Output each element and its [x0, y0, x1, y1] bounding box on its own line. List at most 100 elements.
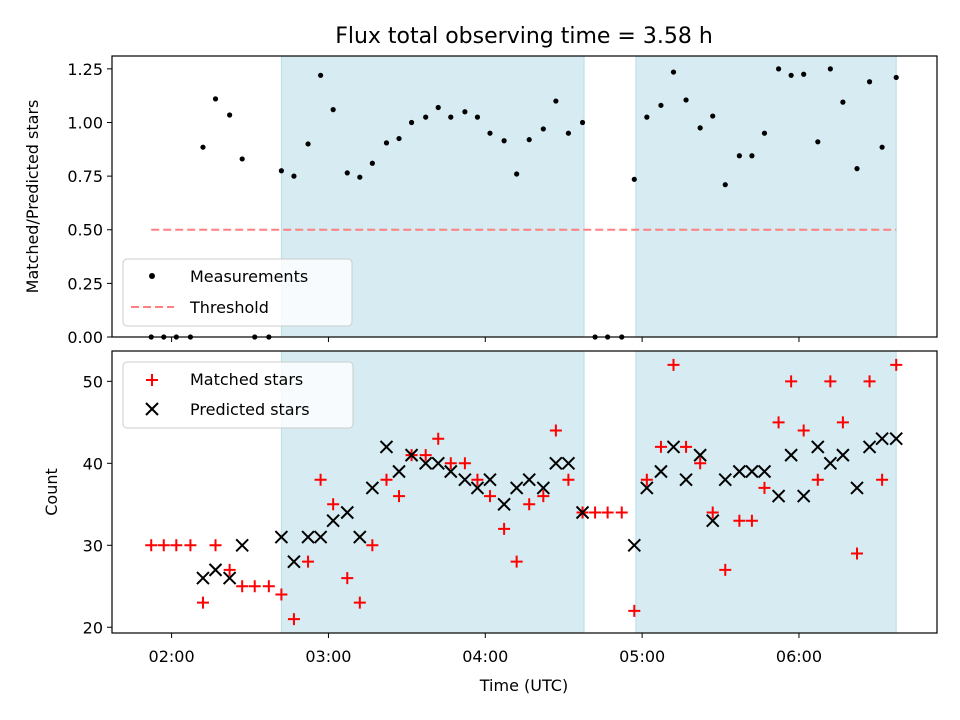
x-tick-label: 03:00 [305, 647, 351, 666]
predicted-star-point [640, 481, 654, 495]
matched-star-point [628, 604, 641, 617]
matched-star-point [863, 375, 876, 388]
matched-star-point [483, 490, 496, 503]
matched-star-point [615, 506, 628, 519]
predicted-star-point [836, 448, 850, 462]
predicted-star-point [745, 464, 759, 479]
measurement-point [514, 171, 520, 177]
measurement-point [893, 74, 899, 81]
matched-star-point [772, 416, 785, 429]
matched-star-point [601, 506, 614, 519]
predicted-star-point [353, 530, 367, 544]
measurement-point [670, 69, 677, 75]
predicted-star-point [706, 513, 720, 528]
matched-star-point [262, 580, 275, 593]
matched-star-point [733, 514, 746, 527]
y-tick-label: 1.25 [67, 60, 103, 79]
predicted-star-point [418, 456, 433, 471]
matched-star-point [380, 473, 393, 486]
top-panel: 0.00 0.25 0.50 0.75 1.00 1.25 Matched/Predict… [23, 55, 938, 347]
legend-measurements-marker [149, 273, 155, 279]
chart-title: Flux total observing time = 3.58 h [335, 24, 713, 49]
measurement-point [435, 104, 441, 111]
matched-star-point [353, 596, 366, 609]
measurement-point [408, 119, 415, 126]
measurement-point [710, 113, 716, 119]
legend-threshold-label: Threshold [189, 298, 269, 317]
measurement-point [553, 98, 559, 104]
matched-star-point [287, 613, 300, 626]
measurement-point [330, 107, 336, 113]
legend-matched-marker [146, 374, 158, 386]
y-tick-label: 30 [83, 536, 103, 555]
matched-star-point [510, 555, 523, 568]
matched-star-point [236, 580, 249, 593]
measurement-point [526, 137, 532, 143]
matched-star-point [471, 473, 484, 486]
y-tick-label: 20 [83, 618, 103, 637]
matched-star-point [562, 473, 575, 486]
predicted-star-point [404, 448, 419, 462]
matched-star-point [327, 498, 340, 511]
top-panel-frame [111, 55, 938, 338]
predicted-star-point [497, 497, 511, 512]
predicted-star-point [561, 456, 576, 471]
measurement-point [383, 140, 390, 146]
matched-star-point [157, 539, 170, 552]
measurement-point [631, 176, 637, 182]
measurement-point [239, 156, 245, 162]
predicted-star-point [509, 481, 524, 495]
measurement-point [579, 119, 586, 126]
observing-interval-shade [280, 350, 585, 634]
matched-star-point [589, 506, 602, 519]
predicted-star-point [379, 440, 394, 454]
measurement-point [474, 114, 481, 120]
measurement-point [344, 170, 350, 176]
predicted-star-point [796, 489, 811, 503]
measurement-point [801, 71, 807, 77]
measurement-point [540, 126, 546, 132]
measurement-point [278, 168, 284, 174]
x-tick-label: 05:00 [619, 647, 665, 666]
matched-star-point [719, 563, 732, 576]
observing-interval-shade [635, 350, 897, 634]
matched-star-point [314, 473, 327, 486]
measurement-point [761, 130, 768, 136]
matched-star-point [667, 358, 680, 371]
predicted-star-point [326, 513, 340, 528]
predicted-star-point [823, 456, 838, 471]
matched-star-point [145, 539, 158, 552]
measurement-point [775, 66, 782, 72]
matched-star-point [797, 424, 810, 437]
predicted-star-point [392, 464, 406, 479]
matched-star-point [184, 539, 197, 552]
matched-star-point [170, 539, 183, 552]
measurement-point [788, 72, 794, 78]
legend-matched-label: Matched stars [190, 370, 303, 389]
predicted-star-point [470, 481, 485, 495]
measurement-point [212, 96, 219, 102]
measurement-point [200, 144, 206, 150]
matched-star-point [876, 473, 889, 486]
bottom-legend: Matched stars Predicted stars [122, 361, 354, 429]
matched-star-point [223, 563, 236, 576]
measurement-point [644, 114, 650, 120]
bottom-y-axis-label: Count [42, 468, 61, 516]
bottom-panel: 20 30 40 50 02:00 03:00 04:00 05:00 06:00 Time … [42, 350, 938, 695]
measurement-point [565, 130, 572, 136]
predicted-star-point [666, 440, 681, 454]
matched-star-point [680, 440, 693, 453]
matched-star-point [196, 596, 209, 609]
y-tick-label: 50 [83, 372, 103, 391]
matched-star-point [498, 522, 511, 535]
matched-star-point [785, 375, 798, 388]
matched-star-point [836, 416, 849, 429]
top-y-axis-label: Matched/Predicted stars [23, 100, 42, 294]
matched-star-point [758, 481, 771, 494]
matched-star-point [745, 514, 758, 527]
measurement-point [448, 114, 454, 120]
predicted-star-point [575, 505, 590, 520]
predicted-star-point [340, 505, 354, 520]
predicted-star-point [889, 432, 903, 446]
